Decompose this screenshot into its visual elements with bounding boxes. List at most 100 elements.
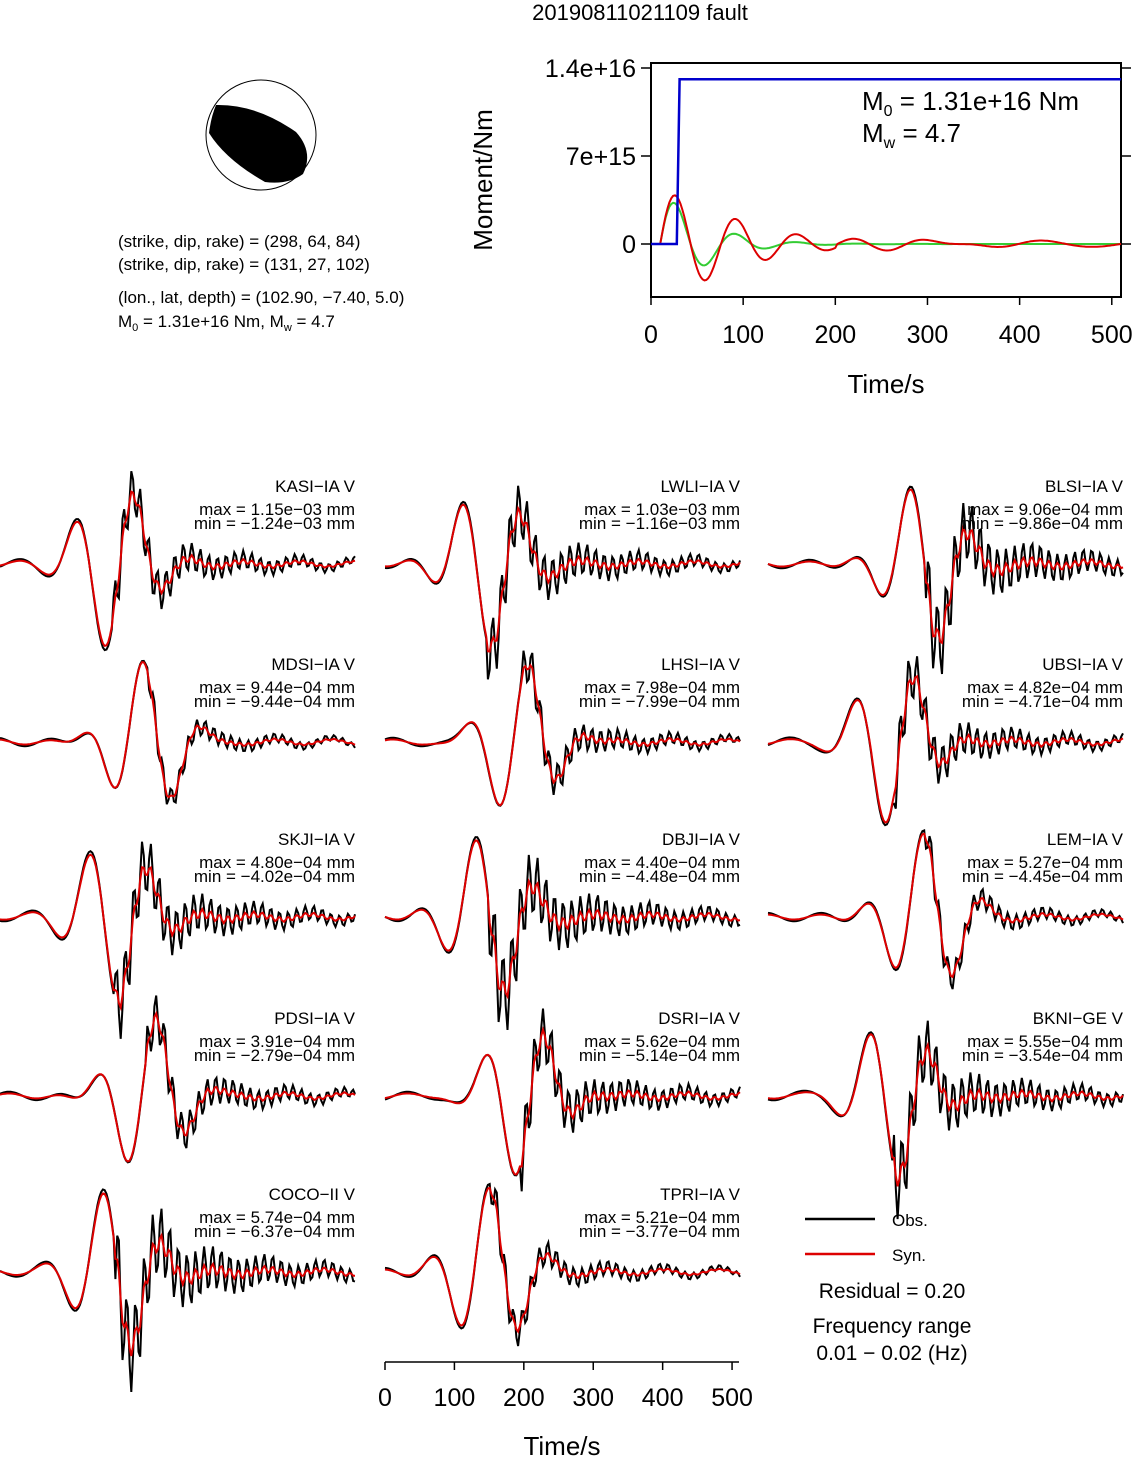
station-name: KASI−IA V (275, 477, 356, 496)
observed-trace (0, 841, 356, 1039)
frequency-range-value: 0.01 − 0.02 (Hz) (816, 1342, 967, 1365)
station-min: min = −4.71e−04 mm (962, 692, 1123, 711)
station-name: BKNI−GE V (1033, 1009, 1124, 1028)
synthetic-trace (385, 503, 741, 653)
hypocenter: (lon., lat, depth) = (102.90, −7.40, 5.0… (118, 288, 404, 307)
station-max: max = 7.98e−04 mm (584, 678, 740, 697)
cumulative-moment-line (651, 78, 1121, 246)
station-min: min = −3.77e−04 mm (579, 1222, 740, 1241)
station-name: MDSI−IA V (271, 655, 355, 674)
station-name: COCO−II V (269, 1185, 356, 1204)
observed-trace (767, 1020, 1124, 1220)
moment-xtick-label: 400 (999, 321, 1041, 349)
station-min: min = −9.44e−04 mm (194, 692, 355, 711)
waveform-xtick-label: 500 (711, 1384, 753, 1412)
station-name: LEM−IA V (1047, 830, 1124, 849)
synthetic-trace (767, 832, 1124, 979)
synthetic-trace (767, 674, 1124, 824)
station-max: max = 3.91e−04 mm (199, 1032, 355, 1051)
station-min: min = −4.48e−04 mm (579, 867, 740, 886)
station-name: TPRI−IA V (660, 1185, 740, 1204)
station-min: min = −1.16e−03 mm (579, 514, 740, 533)
observed-trace (767, 828, 1124, 990)
station-max: max = 5.21e−04 mm (584, 1208, 740, 1227)
synthetic-trace (384, 663, 741, 807)
moment-ylabel: Moment/Nm (468, 109, 498, 251)
station-max: max = 4.80e−04 mm (199, 853, 355, 872)
waveform-xtick-label: 200 (503, 1384, 545, 1412)
station-min: min = −1.24e−03 mm (194, 514, 355, 533)
beachball-compressional-quadrant (209, 104, 308, 183)
moment-xlabel: Time/s (847, 369, 924, 399)
legend-obs-label: Obs. (892, 1211, 928, 1230)
moment-m0-annotation: M0 = 1.31e+16 Nm (862, 86, 1079, 120)
station-name: LHSI−IA V (661, 655, 741, 674)
station-min: min = −4.45e−04 mm (962, 867, 1123, 886)
legend-syn-label: Syn. (892, 1246, 926, 1265)
moment-magnitude-summary: M0 = 1.31e+16 Nm, Mw = 4.7 (118, 312, 335, 334)
moment-xtick-label: 500 (1091, 321, 1133, 349)
synthetic-trace (767, 488, 1124, 645)
station-min: min = −7.99e−04 mm (579, 692, 740, 711)
moment-xtick-label: 200 (814, 321, 856, 349)
station-name: SKJI−IA V (278, 830, 356, 849)
station-name: UBSI−IA V (1042, 655, 1123, 674)
station-name: PDSI−IA V (274, 1009, 355, 1028)
nodal-plane-1: (strike, dip, rake) = (298, 64, 84) (118, 232, 360, 251)
moment-ytick-label: 7e+15 (566, 143, 636, 171)
synthetic-trace (0, 1192, 355, 1357)
moment-ytick-label: 1.4e+16 (545, 55, 636, 83)
moment-xtick-label: 100 (722, 321, 764, 349)
station-max: max = 5.62e−04 mm (584, 1032, 740, 1051)
station-name: DBJI−IA V (662, 830, 741, 849)
synthetic-trace (384, 1025, 741, 1176)
waveform-time-axis: 0 100 200 300 400 500 (378, 1361, 753, 1412)
station-min: min = −4.02e−04 mm (194, 867, 355, 886)
station-min: min = −5.14e−04 mm (579, 1046, 740, 1065)
moment-rate-curve-red (651, 194, 1122, 282)
moment-mw-annotation: Mw = 4.7 (862, 118, 961, 152)
moment-xtick-label: 0 (644, 321, 658, 349)
waveform-xtick-label: 100 (434, 1384, 476, 1412)
station-name: BLSI−IA V (1045, 477, 1124, 496)
figure-title: 20190811021109 fault (532, 0, 748, 25)
synthetic-trace (0, 1010, 356, 1163)
moment-function-panel: 0 7e+15 1.4e+16 0 100 200 300 400 500 Moment/Nm… (468, 55, 1133, 399)
station-max: max = 4.82e−04 mm (967, 678, 1123, 697)
station-max: max = 4.40e−04 mm (584, 853, 740, 872)
beachball-icon (205, 79, 317, 191)
synthetic-trace (384, 839, 741, 1000)
synthetic-trace (384, 1186, 741, 1334)
waveform-xtick-label: 400 (642, 1384, 684, 1412)
waveform-xlabel: Time/s (523, 1431, 600, 1458)
frequency-range-title: Frequency range (813, 1315, 972, 1338)
moment-xtick-label: 300 (907, 321, 949, 349)
moment-ytick-label: 0 (622, 231, 636, 259)
station-min: min = −2.79e−04 mm (194, 1046, 355, 1065)
station-name: LWLI−IA V (660, 477, 740, 496)
station-max: max = 5.74e−04 mm (199, 1208, 355, 1227)
station-max: max = 9.06e−04 mm (967, 500, 1123, 519)
moment-rate-curve-green (651, 201, 1121, 267)
station-max: max = 9.44e−04 mm (199, 678, 355, 697)
synthetic-trace (0, 661, 356, 799)
moment-plot-frame (650, 62, 1122, 298)
synthetic-trace (0, 490, 356, 648)
station-name: DSRI−IA V (658, 1009, 740, 1028)
synthetic-trace (767, 1032, 1124, 1187)
station-max: max = 5.55e−04 mm (967, 1032, 1123, 1051)
station-min: min = −6.37e−04 mm (194, 1222, 355, 1241)
station-min: min = −9.86e−04 mm (962, 514, 1123, 533)
